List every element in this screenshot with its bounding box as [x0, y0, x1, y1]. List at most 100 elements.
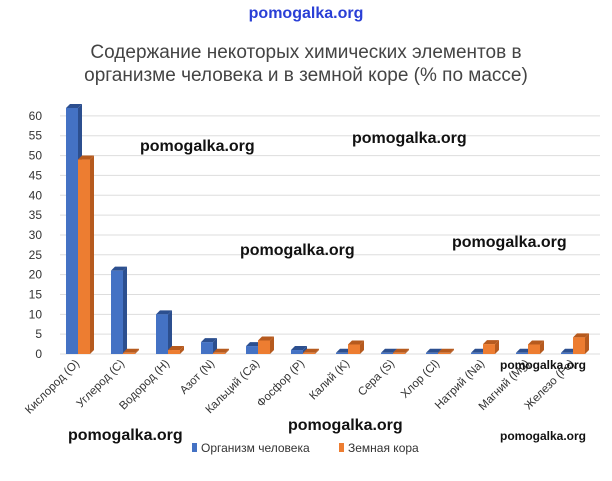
bar-front [483, 344, 495, 354]
y-tick-label: 50 [29, 149, 43, 163]
y-tick-label: 60 [29, 109, 43, 123]
bar-front [426, 352, 438, 354]
bar-front [528, 344, 540, 354]
x-category-label: Сера (S) [356, 358, 397, 399]
bar-front [471, 352, 483, 354]
bar-top [168, 346, 184, 351]
bar-crust-9 [483, 340, 499, 354]
bar-top [426, 348, 442, 353]
watermark-text: pomogalka.org [68, 427, 183, 444]
bar-side [123, 266, 127, 354]
bar-front [168, 350, 180, 354]
bar-top [483, 340, 499, 345]
y-tick-label: 15 [29, 287, 43, 301]
bar-front [156, 314, 168, 354]
legend: Организм человека Земная кора [192, 441, 419, 455]
bar-crust-5 [303, 348, 319, 354]
y-tick-label: 55 [29, 129, 43, 143]
bar-side [315, 348, 319, 354]
y-tick-label: 35 [29, 208, 43, 222]
y-tick-label: 20 [29, 268, 43, 282]
bar-top [381, 348, 397, 353]
bar-crust-7 [393, 348, 409, 354]
bar-top [213, 348, 229, 353]
watermarks: pomogalka.org pomogalka.org pomogalka.org p… [68, 130, 586, 444]
bar-side [270, 336, 274, 354]
watermark-text: pomogalka.org [452, 234, 567, 251]
bar-human-2 [156, 310, 172, 354]
legend-label: Земная кора [348, 441, 419, 455]
watermark-text: pomogalka.org [352, 130, 467, 147]
bar-side [405, 348, 409, 354]
x-category-label: Калий (K) [307, 358, 352, 403]
bar-crust-1 [123, 348, 139, 354]
bar-top [291, 346, 307, 351]
y-tick-label: 10 [29, 307, 43, 321]
bar-front [516, 352, 528, 354]
bar-crust-10 [528, 340, 544, 354]
bar-crust-3 [213, 348, 229, 354]
bar-top [78, 155, 94, 160]
y-tick-label: 5 [35, 327, 42, 341]
bar-human-3 [201, 338, 217, 354]
bar-top [438, 348, 454, 353]
bar-front [213, 352, 225, 354]
bar-front [573, 337, 585, 354]
bar-crust-6 [348, 340, 364, 354]
watermark-text: pomogalka.org [140, 138, 255, 155]
bar-top [258, 336, 274, 341]
gridlines [60, 115, 600, 355]
bar-side [585, 333, 589, 354]
bar-side [360, 340, 364, 354]
bar-front [78, 159, 90, 354]
bar-top [528, 340, 544, 345]
chart-title-line2: организме человека и в земной коре (% по… [84, 65, 528, 86]
bar-front [438, 352, 450, 354]
legend-swatch [339, 443, 344, 452]
bar-side [540, 340, 544, 354]
legend-label: Организм человека [201, 441, 310, 455]
bar-front [66, 107, 78, 354]
bar-crust-2 [168, 346, 184, 354]
bar-human-1 [111, 266, 127, 354]
bar-side [180, 346, 184, 354]
bar-crust-4 [258, 336, 274, 354]
chart-title-line1: Содержание некоторых химических элементо… [90, 42, 521, 63]
watermark-text: pomogalka.org [500, 429, 586, 443]
y-tick-label: 0 [35, 347, 42, 361]
x-category-label: Азот (N) [178, 358, 217, 397]
bar-side [225, 348, 229, 354]
x-category-label: Фосфор (P) [255, 358, 307, 410]
bar-top [201, 338, 217, 343]
x-axis-labels: Кислород (O)Углерод (C)Водород (H) Азот (… [23, 358, 577, 417]
watermark-text: pomogalka.org [240, 242, 355, 259]
bar-top [393, 348, 409, 353]
x-category-label: Хлор (Cl) [399, 358, 442, 401]
bar-front [123, 352, 135, 354]
legend-swatch [192, 443, 197, 452]
bar-top [573, 333, 589, 338]
bar-front [561, 352, 573, 354]
bar-side [168, 310, 172, 354]
bar-front [246, 346, 258, 354]
bar-side [135, 348, 139, 354]
y-tick-label: 30 [29, 228, 43, 242]
bar-top [303, 348, 319, 353]
watermark-top: pomogalka.org [249, 5, 364, 22]
y-tick-label: 40 [29, 188, 43, 202]
bar-crust-0 [78, 155, 94, 354]
bar-side [450, 348, 454, 354]
bar-side [90, 155, 94, 354]
bar-side [495, 340, 499, 354]
watermark-text: pomogalka.org [288, 417, 403, 434]
watermark-text: pomogalka.org [500, 358, 586, 372]
bar-front [258, 340, 270, 354]
bar-front [111, 270, 123, 354]
bar-front [393, 352, 405, 354]
bar-top [123, 348, 139, 353]
y-axis-ticks: 0 5 10 15 20 25 30 35 40 45 50 55 60 [29, 109, 43, 361]
bar-front [348, 344, 360, 354]
bar-top [156, 310, 172, 315]
bar-front [336, 352, 348, 354]
